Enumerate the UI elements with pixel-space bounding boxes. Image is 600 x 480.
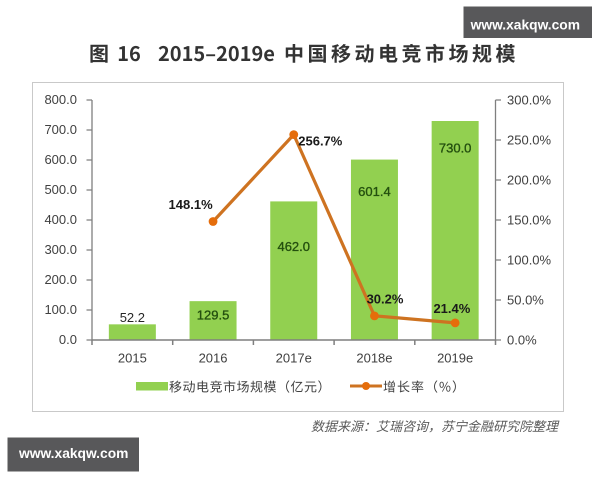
svg-text:0.0: 0.0 <box>59 332 77 347</box>
svg-text:0.0%: 0.0% <box>507 333 537 348</box>
svg-text:129.5: 129.5 <box>197 308 230 323</box>
svg-text:730.0: 730.0 <box>439 141 472 156</box>
svg-text:www.xakqw.com: www.xakqw.com <box>470 17 580 32</box>
svg-text:256.7%: 256.7% <box>298 134 343 149</box>
svg-text:2018e: 2018e <box>356 351 392 366</box>
svg-text:100.0: 100.0 <box>44 302 77 317</box>
svg-text:www.xakqw.com: www.xakqw.com <box>18 446 128 461</box>
svg-text:400.0: 400.0 <box>44 212 77 227</box>
svg-text:200.0%: 200.0% <box>507 173 552 188</box>
svg-text:21.4%: 21.4% <box>433 301 470 316</box>
svg-text:250.0%: 250.0% <box>507 133 552 148</box>
svg-text:50.0%: 50.0% <box>507 293 544 308</box>
svg-text:150.0%: 150.0% <box>507 213 552 228</box>
svg-text:500.0: 500.0 <box>44 182 77 197</box>
svg-text:30.2%: 30.2% <box>367 292 404 307</box>
svg-text:2017e: 2017e <box>276 351 312 366</box>
svg-text:300.0: 300.0 <box>44 242 77 257</box>
svg-text:2015: 2015 <box>118 351 147 366</box>
svg-text:2019e: 2019e <box>437 351 473 366</box>
svg-text:100.0%: 100.0% <box>507 253 552 268</box>
svg-text:601.4: 601.4 <box>358 184 391 199</box>
svg-text:200.0: 200.0 <box>44 272 77 287</box>
svg-text:148.1%: 148.1% <box>169 197 214 212</box>
svg-text:52.2: 52.2 <box>120 310 145 325</box>
svg-text:300.0%: 300.0% <box>507 93 552 108</box>
svg-text:700.0: 700.0 <box>44 122 77 137</box>
svg-text:600.0: 600.0 <box>44 152 77 167</box>
svg-text:2016: 2016 <box>199 351 228 366</box>
svg-text:462.0: 462.0 <box>277 239 310 254</box>
svg-text:800.0: 800.0 <box>44 92 77 107</box>
